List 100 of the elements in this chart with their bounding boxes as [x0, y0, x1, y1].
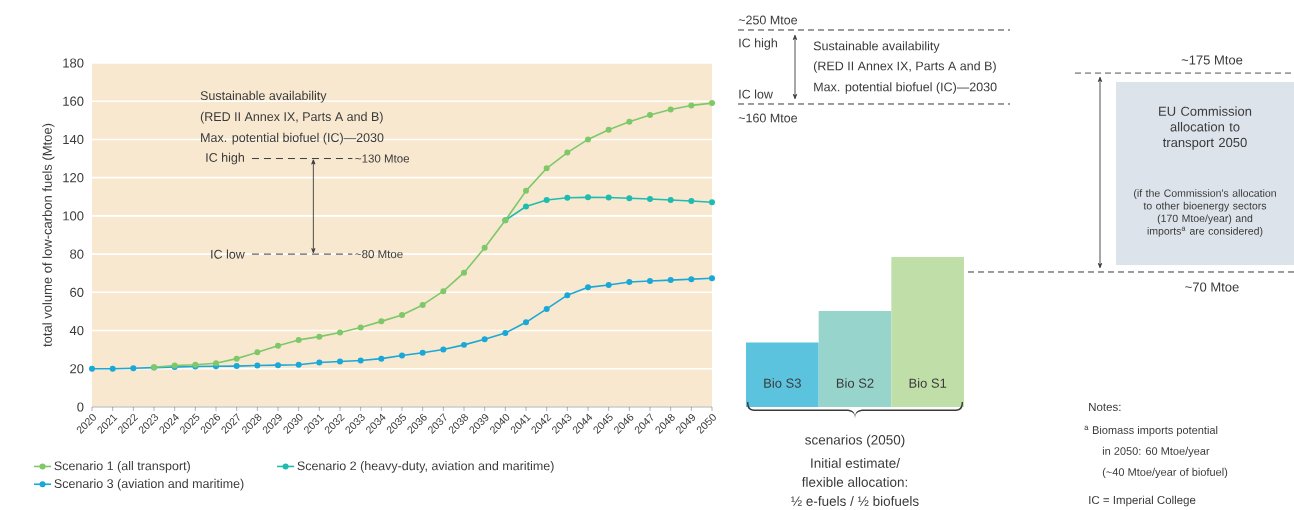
- annotation: IC low: [211, 249, 245, 259]
- y-tick-label: 0: [77, 402, 84, 412]
- text: Sustainable availability: [813, 41, 940, 53]
- point: [461, 341, 468, 348]
- annotation: IC high: [206, 152, 244, 165]
- point: [275, 362, 282, 369]
- point: [337, 329, 344, 336]
- point: [543, 165, 550, 172]
- point: [688, 197, 695, 204]
- point: [605, 194, 612, 201]
- point: [605, 126, 612, 133]
- ref-line-label: ~130 Mtoe: [355, 154, 410, 163]
- y-axis-title: total volume of low-carbon fuels (Mtoe): [42, 123, 55, 347]
- text: Initial estimate/: [811, 458, 900, 468]
- point: [585, 194, 592, 201]
- point: [357, 357, 364, 364]
- point: [709, 199, 716, 206]
- point: [688, 276, 695, 283]
- point: [295, 336, 302, 343]
- y-tick-label: 100: [63, 211, 84, 221]
- point: [667, 197, 674, 204]
- point: [626, 279, 633, 285]
- point: [233, 355, 240, 362]
- point: [89, 365, 96, 372]
- point: [564, 149, 571, 156]
- point: [647, 278, 654, 285]
- text: flexible allocation:: [801, 477, 908, 487]
- y-tick-label: 60: [70, 287, 84, 297]
- text: ½ e-fuels / ½ biofuels: [791, 496, 919, 506]
- point: [585, 136, 592, 143]
- annotation: (RED II Annex IX, Parts A and B): [200, 111, 383, 124]
- ref-line-label: ~80 Mtoe: [355, 250, 403, 259]
- point: [709, 275, 716, 282]
- point: [626, 118, 633, 125]
- text: IC low: [739, 89, 773, 99]
- point: [275, 342, 282, 349]
- text: ~250 Mtoe: [738, 15, 798, 25]
- point: [481, 244, 488, 251]
- point: [295, 361, 302, 368]
- point: [481, 336, 488, 343]
- legend-label: Scenario 2 (heavy-duty, aviation and maritime): [297, 461, 554, 473]
- point: [254, 349, 261, 356]
- point: [523, 319, 530, 326]
- point: [564, 194, 571, 201]
- text: Notes:: [1089, 402, 1121, 411]
- point: [647, 111, 654, 118]
- point: [523, 203, 530, 210]
- text: (RED II Annex IX, Parts A and B): [813, 61, 996, 73]
- legend-label: Scenario 3 (aviation and maritime): [54, 478, 244, 491]
- point: [130, 365, 137, 372]
- point: [419, 301, 426, 308]
- annotation: Max. potential biofuel (IC)—2030: [201, 132, 384, 145]
- point: [233, 363, 240, 370]
- text: IC high: [739, 38, 777, 50]
- point: [399, 352, 406, 359]
- text: ~160 Mtoe: [738, 113, 798, 123]
- text: (if the Commission's allocation to other bioenergy sectors (170 Mtoe/year) and imports$^{a}$ are considered): [1134, 189, 1276, 237]
- point: [461, 269, 468, 276]
- point: [440, 346, 447, 353]
- point: [419, 349, 426, 356]
- point: [543, 197, 550, 204]
- point: [543, 305, 550, 312]
- text: (~40 Mtoe/year of biofuel): [1102, 467, 1228, 479]
- point: [399, 312, 406, 319]
- point: [667, 106, 674, 113]
- point: [585, 284, 592, 291]
- y-tick-label: 20: [70, 364, 84, 374]
- x-tick-label: Bio S2: [836, 378, 874, 388]
- point: [523, 187, 530, 194]
- x-tick-label: Bio S3: [764, 378, 801, 388]
- point: [337, 358, 344, 365]
- y-tick-label: 40: [69, 325, 84, 336]
- point: [357, 324, 364, 331]
- point: [109, 365, 116, 372]
- point: [316, 333, 323, 340]
- y-tick-label: 80: [70, 249, 84, 259]
- point: [440, 288, 447, 295]
- text: ~70 Mtoe: [1185, 282, 1239, 292]
- y-tick-label: 120: [63, 173, 84, 183]
- point: [502, 330, 509, 337]
- y-tick-label: 160: [63, 96, 84, 106]
- point: [254, 362, 261, 369]
- point: [605, 282, 612, 289]
- text: Max. potential biofuel (IC)—2030: [814, 82, 997, 94]
- text: EU Commission allocation to transport 2050: [1159, 106, 1252, 150]
- text: $^{a}$ Biomass imports potential: [1084, 425, 1218, 437]
- text: in 2050: 60 Mtoe/year: [1102, 446, 1210, 458]
- point: [647, 196, 654, 203]
- point: [667, 277, 674, 284]
- legend-label: Scenario 1 (all transport): [54, 461, 190, 473]
- point: [378, 318, 385, 325]
- x-tick-label: Bio S1: [909, 378, 947, 388]
- y-tick-label: 180: [63, 58, 84, 68]
- y-tick-label: 140: [63, 134, 84, 145]
- annotation: Sustainable availability: [200, 90, 327, 103]
- point: [378, 355, 385, 362]
- text: ~175 Mtoe: [1181, 55, 1243, 65]
- text: scenarios (2050): [805, 434, 905, 448]
- text: IC = Imperial College: [1089, 495, 1196, 507]
- point: [709, 100, 716, 107]
